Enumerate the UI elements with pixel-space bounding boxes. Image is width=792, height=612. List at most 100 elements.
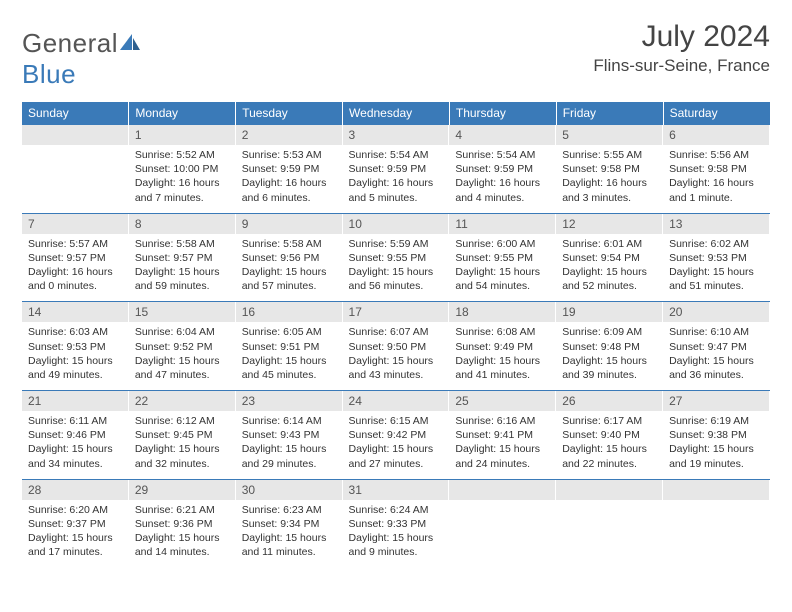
dow-sunday: Sunday [22,102,129,125]
logo-text-a: General [22,28,118,58]
day-number: 29 [129,480,236,500]
day-number: 31 [343,480,450,500]
day-number: 1 [129,125,236,145]
daylight-text: Daylight: 15 hours and 47 minutes. [135,354,230,382]
dow-thursday: Thursday [449,102,556,125]
sunset-text: Sunset: 9:58 PM [562,162,657,176]
sunset-text: Sunset: 9:50 PM [349,340,444,354]
dow-tuesday: Tuesday [236,102,343,125]
day-details: Sunrise: 6:10 AMSunset: 9:47 PMDaylight:… [663,322,770,390]
sunrise-text: Sunrise: 5:58 AM [242,237,337,251]
day-number: 8 [129,214,236,234]
daylight-text: Daylight: 16 hours and 6 minutes. [242,176,337,204]
day-number: 9 [236,214,343,234]
day-details: Sunrise: 6:14 AMSunset: 9:43 PMDaylight:… [236,411,343,479]
sunset-text: Sunset: 9:45 PM [135,428,230,442]
sunrise-text: Sunrise: 6:21 AM [135,503,230,517]
day-number: 15 [129,302,236,322]
day-details [663,500,770,562]
sunset-text: Sunset: 9:53 PM [28,340,123,354]
day-details: Sunrise: 6:05 AMSunset: 9:51 PMDaylight:… [236,322,343,390]
sunrise-text: Sunrise: 6:16 AM [455,414,550,428]
week-row: 14Sunrise: 6:03 AMSunset: 9:53 PMDayligh… [22,302,770,391]
sunrise-text: Sunrise: 6:10 AM [669,325,764,339]
logo-text: General Blue [22,28,142,90]
day-details [449,500,556,562]
sunrise-text: Sunrise: 6:07 AM [349,325,444,339]
day-number: 22 [129,391,236,411]
day-number: 12 [556,214,663,234]
title-block: July 2024 Flins-sur-Seine, France [593,20,770,76]
day-details: Sunrise: 6:03 AMSunset: 9:53 PMDaylight:… [22,322,129,390]
sunrise-text: Sunrise: 6:08 AM [455,325,550,339]
day-cell: 13Sunrise: 6:02 AMSunset: 9:53 PMDayligh… [663,213,770,302]
sunrise-text: Sunrise: 6:17 AM [562,414,657,428]
daylight-text: Daylight: 16 hours and 3 minutes. [562,176,657,204]
sunset-text: Sunset: 9:49 PM [455,340,550,354]
day-number: 5 [556,125,663,145]
sunset-text: Sunset: 9:37 PM [28,517,123,531]
day-cell: 29Sunrise: 6:21 AMSunset: 9:36 PMDayligh… [129,479,236,567]
day-details: Sunrise: 5:53 AMSunset: 9:59 PMDaylight:… [236,145,343,213]
day-details: Sunrise: 6:16 AMSunset: 9:41 PMDaylight:… [449,411,556,479]
day-cell: 16Sunrise: 6:05 AMSunset: 9:51 PMDayligh… [236,302,343,391]
day-number: 6 [663,125,770,145]
daylight-text: Daylight: 15 hours and 11 minutes. [242,531,337,559]
sunset-text: Sunset: 9:59 PM [455,162,550,176]
day-details: Sunrise: 6:11 AMSunset: 9:46 PMDaylight:… [22,411,129,479]
day-details: Sunrise: 6:12 AMSunset: 9:45 PMDaylight:… [129,411,236,479]
daylight-text: Daylight: 15 hours and 39 minutes. [562,354,657,382]
day-number: 13 [663,214,770,234]
daylight-text: Daylight: 15 hours and 59 minutes. [135,265,230,293]
daylight-text: Daylight: 15 hours and 49 minutes. [28,354,123,382]
sunrise-text: Sunrise: 6:15 AM [349,414,444,428]
sunrise-text: Sunrise: 5:52 AM [135,148,230,162]
week-row: 28Sunrise: 6:20 AMSunset: 9:37 PMDayligh… [22,479,770,567]
daylight-text: Daylight: 15 hours and 34 minutes. [28,442,123,470]
day-number: 4 [449,125,556,145]
day-details: Sunrise: 5:54 AMSunset: 9:59 PMDaylight:… [449,145,556,213]
day-cell: 8Sunrise: 5:58 AMSunset: 9:57 PMDaylight… [129,213,236,302]
calendar-body: 1Sunrise: 5:52 AMSunset: 10:00 PMDayligh… [22,125,770,568]
dow-friday: Friday [556,102,663,125]
day-details: Sunrise: 5:57 AMSunset: 9:57 PMDaylight:… [22,234,129,302]
day-details: Sunrise: 6:17 AMSunset: 9:40 PMDaylight:… [556,411,663,479]
day-number [449,480,556,500]
sunrise-text: Sunrise: 5:58 AM [135,237,230,251]
day-number: 7 [22,214,129,234]
day-number: 24 [343,391,450,411]
day-cell: 28Sunrise: 6:20 AMSunset: 9:37 PMDayligh… [22,479,129,567]
day-number: 19 [556,302,663,322]
logo-sail-icon [120,28,142,59]
daylight-text: Daylight: 15 hours and 51 minutes. [669,265,764,293]
daylight-text: Daylight: 15 hours and 24 minutes. [455,442,550,470]
daylight-text: Daylight: 15 hours and 41 minutes. [455,354,550,382]
sunset-text: Sunset: 9:41 PM [455,428,550,442]
daylight-text: Daylight: 15 hours and 9 minutes. [349,531,444,559]
sunrise-text: Sunrise: 6:12 AM [135,414,230,428]
day-cell: 1Sunrise: 5:52 AMSunset: 10:00 PMDayligh… [129,125,236,214]
day-cell: 15Sunrise: 6:04 AMSunset: 9:52 PMDayligh… [129,302,236,391]
sunset-text: Sunset: 9:55 PM [455,251,550,265]
daylight-text: Daylight: 15 hours and 14 minutes. [135,531,230,559]
day-cell [22,125,129,214]
day-details: Sunrise: 6:19 AMSunset: 9:38 PMDaylight:… [663,411,770,479]
day-cell: 17Sunrise: 6:07 AMSunset: 9:50 PMDayligh… [343,302,450,391]
day-number: 25 [449,391,556,411]
calendar-table: Sunday Monday Tuesday Wednesday Thursday… [22,102,770,567]
week-row: 21Sunrise: 6:11 AMSunset: 9:46 PMDayligh… [22,391,770,480]
daylight-text: Daylight: 15 hours and 52 minutes. [562,265,657,293]
sunset-text: Sunset: 9:48 PM [562,340,657,354]
day-number: 2 [236,125,343,145]
sunrise-text: Sunrise: 6:14 AM [242,414,337,428]
day-details: Sunrise: 6:07 AMSunset: 9:50 PMDaylight:… [343,322,450,390]
day-details: Sunrise: 5:58 AMSunset: 9:56 PMDaylight:… [236,234,343,302]
daylight-text: Daylight: 15 hours and 45 minutes. [242,354,337,382]
day-cell: 10Sunrise: 5:59 AMSunset: 9:55 PMDayligh… [343,213,450,302]
day-cell: 21Sunrise: 6:11 AMSunset: 9:46 PMDayligh… [22,391,129,480]
day-cell [663,479,770,567]
day-number: 20 [663,302,770,322]
day-cell [449,479,556,567]
day-number: 26 [556,391,663,411]
sunrise-text: Sunrise: 5:54 AM [455,148,550,162]
